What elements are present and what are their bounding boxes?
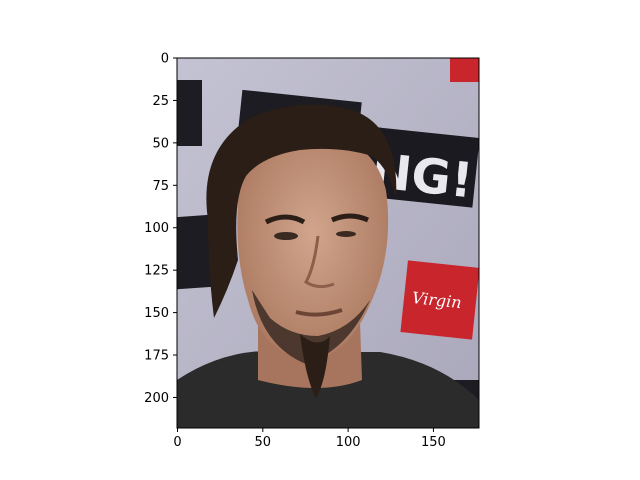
x-tick-label: 100 <box>336 435 361 450</box>
backdrop-logo-virgin <box>400 260 479 340</box>
y-tick-label: 200 <box>144 391 169 406</box>
person-brow-right <box>330 213 370 223</box>
person-eye-right <box>336 231 356 237</box>
person-eye-left <box>274 232 298 240</box>
person-face <box>237 130 389 360</box>
x-tick-label: 150 <box>421 435 446 450</box>
y-tick-label: 175 <box>144 349 169 364</box>
person-nose <box>304 235 335 289</box>
axes-frame <box>176 57 480 429</box>
person-shoulders <box>177 350 479 428</box>
x-tick-label: 50 <box>255 435 272 450</box>
person-figure <box>177 104 479 428</box>
person-hair <box>206 104 397 318</box>
y-tick-label: 75 <box>152 179 169 194</box>
y-tick-label: 100 <box>144 221 169 236</box>
x-axis: 0 50 100 150 <box>173 428 446 450</box>
backdrop-banner-left-bottom <box>177 214 219 290</box>
backdrop-banner-left-top <box>177 80 202 146</box>
y-tick-label: 150 <box>144 306 169 321</box>
y-axis: 0 25 50 75 100 125 150 175 200 <box>144 52 177 406</box>
person-mouth <box>295 308 343 317</box>
y-tick-label: 125 <box>144 264 169 279</box>
y-tick-label: 0 <box>161 52 169 67</box>
y-tick-label: 50 <box>152 136 169 151</box>
image-plot: NG! Virgin <box>177 58 479 428</box>
backdrop-logo-corner <box>450 58 479 82</box>
x-tick-label: 0 <box>173 435 181 450</box>
y-tick-label: 25 <box>152 94 169 109</box>
person-brow-left <box>264 214 306 225</box>
person-beard <box>252 290 370 364</box>
person-goatee <box>300 334 330 398</box>
